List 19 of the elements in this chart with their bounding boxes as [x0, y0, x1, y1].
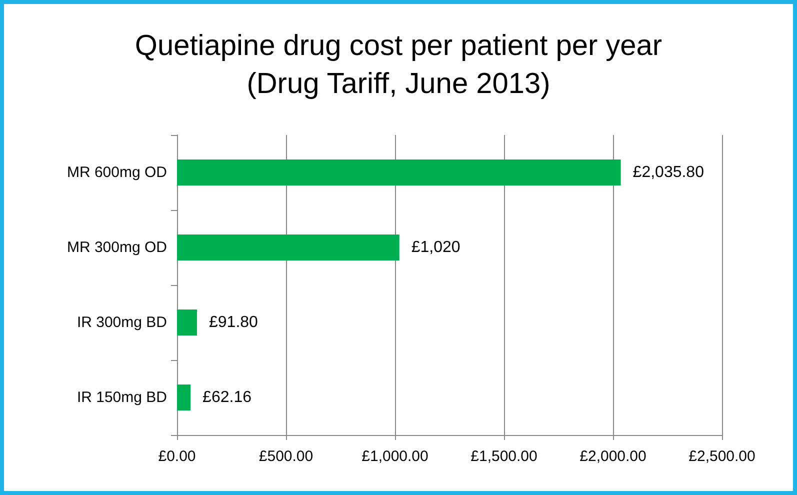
x-tick-label: £1,500.00 [470, 448, 538, 465]
x-tick-label: £1,000.00 [362, 448, 428, 465]
y-tick-label: MR 300mg OD [66, 239, 168, 256]
y-tick-label: MR 600mg OD [66, 164, 168, 181]
bar [177, 234, 400, 260]
bar [177, 310, 198, 336]
data-label: £2,035.80 [632, 164, 704, 181]
data-label: £1,020 [411, 239, 460, 256]
chart-title: Quetiapine drug cost per patient per year (Drug Tariff, June 2013) [134, 30, 662, 100]
y-tick-label: IR 300mg BD [76, 314, 168, 331]
x-tick-label: £500.00 [258, 448, 314, 465]
y-tick-label: IR 150mg BD [76, 389, 168, 406]
data-label: £62.16 [202, 389, 252, 406]
data-label: £91.80 [209, 314, 258, 331]
x-tick-label: £2,000.00 [580, 448, 646, 465]
bar [177, 384, 191, 410]
x-tick-label: £2,500.00 [688, 448, 756, 465]
bar [177, 160, 621, 186]
x-tick-label: £0.00 [158, 448, 196, 465]
